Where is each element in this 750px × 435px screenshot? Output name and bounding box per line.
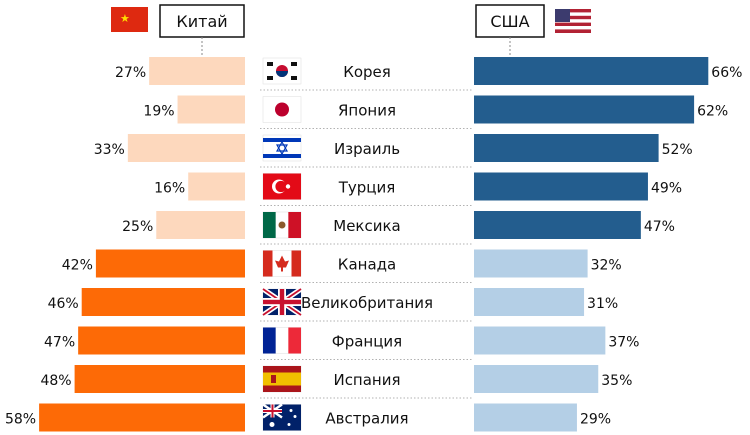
- chart-row: 47% 37% Франция: [44, 326, 639, 360]
- bar-usa: [474, 95, 695, 124]
- value-label-china: 42%: [62, 258, 93, 274]
- country-label: Израиль: [334, 140, 400, 158]
- country-label: Мексика: [333, 217, 400, 235]
- bar-usa: [474, 57, 709, 85]
- bar-china: [127, 134, 245, 162]
- legend-usa-label: США: [490, 12, 529, 31]
- country-label: Корея: [343, 63, 391, 81]
- china-flag-icon: ★: [111, 7, 148, 32]
- chart-row: 33% 52% Израиль: [94, 134, 693, 168]
- country-label: Япония: [338, 102, 396, 120]
- svg-text:★: ★: [120, 12, 130, 25]
- usa-flag-icon: [555, 9, 591, 33]
- value-label-china: 16%: [154, 181, 185, 197]
- country-label: Франция: [332, 333, 402, 351]
- country-label: Великобритания: [301, 294, 433, 312]
- chart-row: 48% 35% Испания: [40, 365, 632, 399]
- value-label-china: 25%: [122, 219, 153, 235]
- value-label-china: 58%: [5, 412, 36, 428]
- value-label-usa: 29%: [580, 412, 611, 428]
- mexico-flag-icon: [262, 211, 302, 239]
- legend-usa-box: [475, 4, 545, 38]
- japan-flag-icon: [262, 96, 302, 123]
- bar-china: [74, 365, 245, 393]
- legend-china-box: [159, 4, 245, 38]
- bar-usa: [474, 365, 599, 393]
- value-label-usa: 66%: [711, 65, 742, 81]
- chart-row: 42% 32% Канада: [62, 249, 622, 283]
- canada-flag-icon: [262, 250, 302, 277]
- value-label-china: 46%: [48, 296, 79, 312]
- country-label: Австралия: [325, 410, 408, 428]
- chart-row: 25% 47% Мексика: [122, 211, 675, 245]
- value-label-usa: 62%: [697, 104, 728, 120]
- legend-china: ★ Китай: [111, 4, 245, 55]
- value-label-china: 48%: [40, 373, 71, 389]
- bar-china: [81, 288, 245, 316]
- bar-china: [149, 57, 245, 85]
- value-label-usa: 37%: [608, 335, 639, 351]
- value-label-china: 27%: [115, 65, 146, 81]
- value-label-usa: 47%: [644, 219, 675, 235]
- legend-china-label: Китай: [176, 12, 227, 31]
- turkey-flag-icon: [262, 173, 302, 200]
- bar-usa: [474, 134, 659, 162]
- spain-flag-icon: [262, 365, 302, 393]
- bar-usa: [474, 249, 588, 278]
- chart-row: 58% 29% Австралия: [5, 403, 611, 432]
- bar-usa: [474, 172, 648, 201]
- chart-row: 19% 62% Япония: [143, 95, 728, 129]
- bar-usa: [474, 211, 641, 239]
- uk-flag-icon: [261, 286, 303, 318]
- bar-china: [95, 249, 246, 278]
- country-label: Турция: [338, 179, 396, 197]
- value-label-usa: 31%: [587, 296, 618, 312]
- france-flag-icon: [262, 327, 302, 354]
- value-label-china: 33%: [94, 142, 125, 158]
- value-label-china: 47%: [44, 335, 75, 351]
- bar-china: [177, 95, 245, 124]
- israel-flag-icon: [262, 134, 302, 162]
- chart-row: 27% 66% Корея: [115, 57, 742, 91]
- country-label: Испания: [333, 371, 400, 389]
- value-label-usa: 49%: [651, 181, 682, 197]
- legend-usa: США: [475, 4, 591, 55]
- south-korea-flag-icon: [262, 57, 302, 85]
- bar-usa: [474, 326, 606, 355]
- bar-china: [39, 403, 245, 432]
- bar-china: [78, 326, 246, 355]
- value-label-china: 19%: [143, 104, 174, 120]
- country-label: Канада: [338, 256, 396, 274]
- value-label-usa: 52%: [662, 142, 693, 158]
- value-label-usa: 35%: [601, 373, 632, 389]
- chart-row: 16% 49% Турция: [154, 172, 682, 206]
- value-label-usa: 32%: [591, 258, 622, 274]
- bar-usa: [474, 288, 585, 316]
- bar-usa: [474, 403, 577, 432]
- australia-flag-icon: [262, 403, 302, 431]
- chart-row: 46% 31% Великобритания: [48, 286, 618, 322]
- bar-china: [188, 172, 245, 201]
- bar-china: [156, 211, 245, 239]
